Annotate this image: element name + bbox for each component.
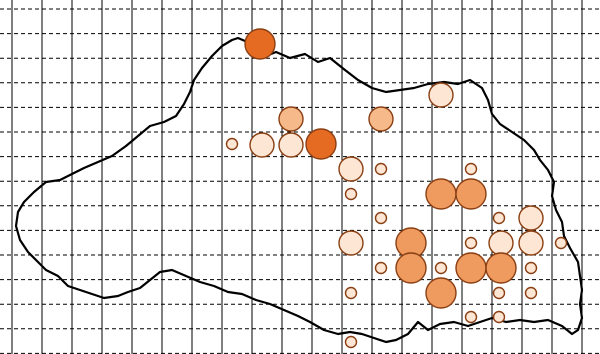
map-point [374, 162, 388, 176]
map-point [425, 178, 457, 210]
map-point [464, 162, 478, 176]
map-point [344, 335, 358, 349]
map-point [485, 252, 517, 284]
map-point [225, 137, 239, 151]
map-point [244, 28, 276, 60]
map-point [374, 211, 388, 225]
map-point [338, 230, 364, 256]
map-point [492, 286, 506, 300]
map-point [344, 187, 358, 201]
map-point [338, 156, 364, 182]
map-point [524, 261, 538, 275]
data-points [225, 28, 568, 349]
map-point [249, 132, 275, 158]
map-point [518, 230, 544, 256]
map-point [305, 128, 337, 160]
map-point [374, 261, 388, 275]
map-point [395, 252, 427, 284]
map-point [492, 310, 506, 324]
map-point [464, 310, 478, 324]
map-point [492, 211, 506, 225]
map-point [518, 205, 544, 231]
map-point [455, 252, 487, 284]
map-point [488, 230, 514, 256]
map-point [278, 132, 304, 158]
map-point [464, 236, 478, 250]
map-point [344, 286, 358, 300]
map-point [368, 106, 394, 132]
map-point [278, 106, 304, 132]
map-point [524, 286, 538, 300]
region-outline [14, 36, 584, 344]
map-point [434, 261, 448, 275]
map-point [554, 236, 568, 250]
map-point [428, 82, 454, 108]
map-point [455, 178, 487, 210]
map-point [425, 277, 457, 309]
